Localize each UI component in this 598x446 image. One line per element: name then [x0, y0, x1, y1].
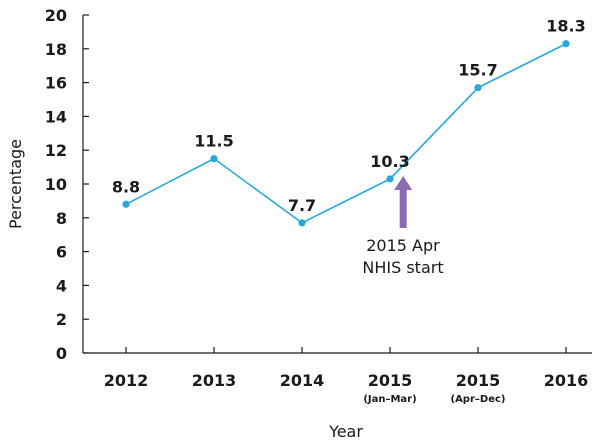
y-axis-title: Percentage — [6, 139, 25, 229]
y-tick-label: 12 — [45, 141, 67, 160]
y-tick-label: 20 — [45, 6, 67, 25]
data-point — [122, 200, 130, 208]
x-tick-label: 2013 — [192, 371, 237, 390]
x-tick-label: 2015 — [456, 371, 501, 390]
y-tick-label: 14 — [45, 107, 67, 126]
data-label: 11.5 — [194, 132, 233, 151]
x-axis-title: Year — [328, 422, 363, 441]
annotation: 2015 Apr NHIS start — [362, 176, 444, 277]
series-line — [122, 40, 570, 227]
data-point — [474, 84, 482, 92]
annotation-arrow-shaft — [399, 189, 407, 228]
annotation-text: 2015 Apr — [366, 236, 440, 255]
y-tick-label: 18 — [45, 40, 67, 59]
x-axis: 2012 2013 2014 2015 (Jan–Mar) 2015 (Apr–Dec) 20… — [83, 347, 592, 405]
y-tick-label: 10 — [45, 175, 67, 194]
y-tick-label: 8 — [56, 209, 67, 228]
x-tick-sublabel: (Jan–Mar) — [363, 394, 416, 405]
data-label: 7.7 — [288, 196, 316, 215]
y-tick-label: 6 — [56, 243, 67, 262]
annotation-arrow-head — [394, 176, 413, 190]
x-tick-label: 2016 — [544, 371, 589, 390]
annotation-text: NHIS start — [362, 258, 443, 277]
y-tick-label: 2 — [56, 310, 67, 329]
data-point — [386, 175, 394, 183]
data-label: 10.3 — [370, 152, 409, 171]
data-label: 15.7 — [458, 61, 497, 80]
data-label: 18.3 — [546, 17, 585, 36]
x-tick-label: 2014 — [280, 371, 325, 390]
data-point — [562, 40, 570, 48]
series-polyline — [125, 43, 567, 224]
y-tick-label: 4 — [56, 276, 67, 295]
data-point — [298, 219, 306, 227]
y-tick-label: 16 — [45, 74, 67, 93]
y-tick-label: 0 — [56, 344, 67, 363]
data-label: 8.8 — [112, 177, 140, 196]
y-axis: 0 2 4 6 8 10 12 14 16 18 20 — [45, 6, 89, 363]
x-tick-label: 2012 — [104, 371, 149, 390]
x-tick-sublabel: (Apr–Dec) — [451, 394, 506, 405]
data-labels: 8.8 11.5 7.7 10.3 15.7 18.3 — [112, 17, 586, 215]
x-tick-label: 2015 — [368, 371, 413, 390]
data-point — [210, 155, 218, 163]
